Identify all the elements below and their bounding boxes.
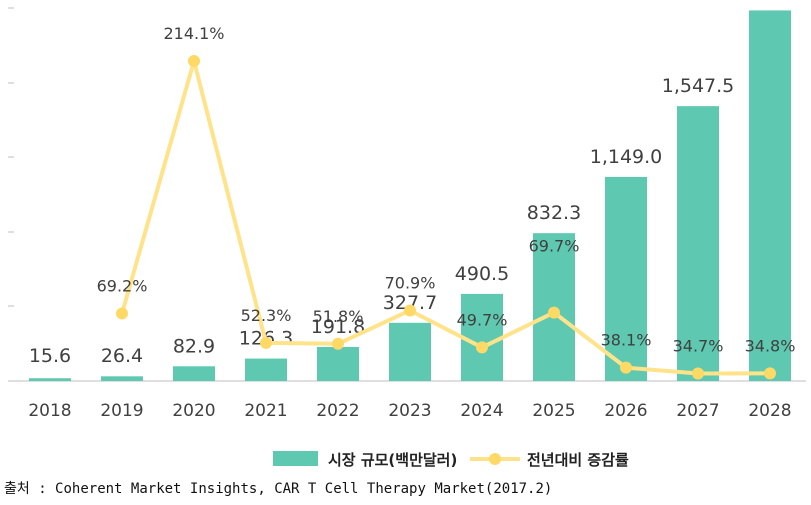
growth-value-labels: 69.2% 214.1% 52.3% 51.8% 70.9% 49.7% 69.7% 38.1… (97, 24, 796, 356)
growth-value-label: 214.1% (163, 24, 224, 43)
bar (317, 346, 359, 381)
growth-value-label: 34.7% (673, 337, 724, 356)
growth-value-label: 51.8% (313, 307, 364, 326)
growth-line-series (116, 55, 776, 380)
growth-line (120, 59, 771, 376)
bar-value-label: 191.8 (311, 316, 365, 338)
bar-value-label: 15.6 (29, 345, 71, 367)
legend-bar-swatch (273, 451, 318, 466)
legend-bar-label: 시장 규모(백만달러) (328, 451, 457, 469)
legend-line-label: 전년대비 증감률 (527, 451, 629, 469)
growth-point (332, 337, 344, 350)
legend-line-marker (489, 453, 501, 465)
x-tick-label: 2028 (748, 401, 791, 421)
growth-point (404, 304, 416, 317)
x-tick-label: 2018 (28, 401, 71, 421)
x-tick-label: 2019 (100, 401, 143, 421)
y-axis-ticks (8, 7, 14, 382)
growth-value-label: 38.1% (601, 331, 652, 350)
bar-value-labels: 15.626.482.9126.3191.8327.7490.5832.31,1… (29, 0, 806, 367)
bar (749, 10, 791, 381)
growth-point (620, 361, 632, 374)
growth-value-label: 52.3% (241, 306, 292, 325)
bar-value-label: 832.3 (527, 202, 581, 224)
x-axis-tick-labels: 2018 2019 2020 2021 2022 2023 2024 2025 2026 2027… (28, 401, 791, 421)
bar (389, 322, 431, 381)
growth-point (692, 367, 704, 380)
growth-point (764, 367, 776, 380)
bar (461, 293, 503, 381)
growth-point (116, 307, 128, 320)
bar-value-label: 82.9 (173, 335, 215, 357)
x-tick-label: 2022 (316, 401, 359, 421)
bar-value-label: 327.7 (383, 292, 437, 314)
growth-value-label: 69.2% (97, 276, 148, 295)
bar (605, 176, 647, 381)
growth-point (548, 306, 560, 319)
bar (101, 376, 143, 381)
x-tick-label: 2020 (172, 401, 215, 421)
growth-point (476, 341, 488, 354)
x-tick-label: 2025 (532, 401, 575, 421)
x-tick-label: 2027 (676, 401, 719, 421)
bar-value-label: 26.4 (101, 345, 143, 367)
growth-value-label: 49.7% (457, 310, 508, 329)
growth-value-label: 70.9% (385, 273, 436, 292)
source-note: 출처 : Coherent Market Insights, CAR T Cel… (4, 481, 553, 497)
growth-point (188, 55, 200, 67)
x-tick-label: 2021 (244, 401, 287, 421)
bar (29, 378, 71, 381)
x-tick-label: 2023 (388, 401, 431, 421)
bar-value-label: 1,547.5 (662, 75, 735, 97)
growth-value-label: 34.8% (745, 336, 796, 355)
bar-value-label: 1,149.0 (590, 146, 663, 168)
bar (245, 358, 287, 381)
bar-value-label: 2,086.4 (734, 0, 807, 1)
legend: 시장 규모(백만달러) 전년대비 증감률 (273, 451, 629, 469)
growth-point (260, 336, 272, 349)
x-tick-label: 2026 (604, 401, 647, 421)
growth-value-label: 69.7% (529, 237, 580, 256)
bar-value-label: 490.5 (455, 263, 509, 285)
bar-series (29, 10, 791, 381)
x-tick-label: 2024 (460, 401, 503, 421)
bar (173, 366, 215, 381)
bar (677, 106, 719, 381)
